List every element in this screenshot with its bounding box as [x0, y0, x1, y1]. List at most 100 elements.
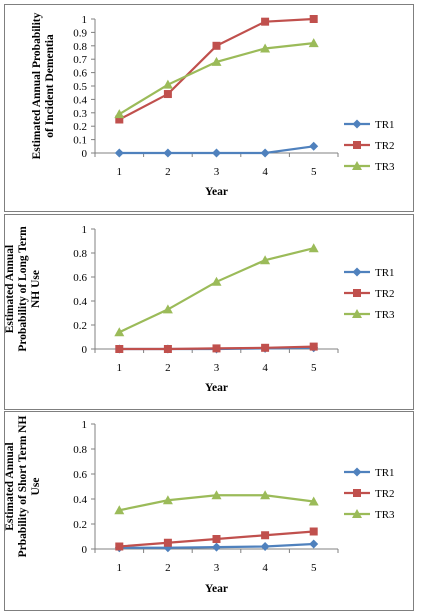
- data-point: [211, 56, 222, 66]
- series-tr2: [115, 527, 318, 551]
- chart-panel-dementia: 0 0.1 0.2 0.3 0.4 0.5 0.6 0.7 0.8 0.9 1 1 2 3 4 5 Year Es…: [4, 4, 414, 212]
- x-tick-label: 1: [117, 166, 123, 178]
- legend-label: TR1: [375, 119, 395, 131]
- data-point: [211, 276, 222, 286]
- y-axis-title: Estimated Annual Probabilityof Incident …: [31, 12, 56, 159]
- data-point: [114, 109, 125, 119]
- x-tick-label: 3: [214, 166, 220, 178]
- legend-label: TR1: [375, 267, 395, 279]
- data-point: [309, 141, 319, 151]
- legend-marker: [353, 489, 361, 497]
- y-tick-label: 0.6: [73, 469, 87, 481]
- legend-label: TR2: [375, 488, 395, 500]
- x-axis-title: Year: [205, 186, 228, 198]
- data-point: [309, 539, 319, 549]
- legend-label: TR3: [375, 509, 395, 521]
- x-tick-label: 4: [262, 362, 268, 374]
- legend-marker: [353, 141, 361, 149]
- legend: TR1 TR2 TR3: [344, 119, 395, 173]
- x-tick-label: 4: [262, 166, 268, 178]
- x-tick-label: 5: [311, 362, 317, 374]
- data-point: [212, 542, 221, 552]
- y-tick-label: 0.2: [73, 121, 87, 133]
- data-point: [309, 527, 318, 536]
- series-tr3: [114, 243, 319, 337]
- y-tick-label: 0.4: [73, 94, 87, 106]
- data-point: [260, 490, 271, 500]
- data-point: [115, 345, 124, 353]
- data-point: [308, 243, 319, 253]
- legend: TR1 TR2 TR3: [344, 467, 395, 521]
- x-tick-label: 3: [214, 562, 220, 574]
- data-point: [309, 15, 318, 23]
- data-point: [163, 345, 172, 353]
- data-point: [162, 304, 173, 314]
- x-axis-title: Year: [205, 382, 228, 394]
- data-point: [212, 535, 221, 543]
- legend-marker: [353, 289, 361, 297]
- legend-marker: [352, 467, 362, 477]
- data-point: [260, 542, 270, 551]
- y-tick-label: 1: [82, 224, 88, 236]
- x-tick-label: 1: [117, 562, 123, 574]
- data-point: [261, 531, 270, 540]
- y-tick-label: 0.7: [73, 54, 87, 66]
- data-point: [114, 148, 124, 158]
- legend-marker: [352, 309, 362, 318]
- y-tick-label: 1: [82, 419, 88, 431]
- chart-panel-short-term-nh: 0 0.2 0.4 0.6 0.8 1 1 2 3 4 5 Year Estimated AnnualP…: [4, 411, 414, 611]
- y-tick-label: 0: [82, 544, 88, 556]
- x-tick-label: 2: [165, 166, 171, 178]
- y-tick-label: 0.5: [73, 81, 87, 93]
- data-point: [163, 90, 172, 99]
- y-axis-title: Estimated AnnualProbability of Long Term…: [5, 226, 42, 352]
- series-tr3: [114, 490, 319, 515]
- data-point: [308, 496, 319, 506]
- x-tick-label: 1: [117, 362, 123, 374]
- y-tick-label: 0.3: [73, 108, 87, 120]
- legend-label: TR1: [375, 467, 395, 479]
- legend-label: TR2: [375, 288, 395, 300]
- data-point: [114, 505, 125, 515]
- data-point: [309, 342, 318, 351]
- y-tick-label: 0.4: [73, 494, 87, 506]
- chart-panel-long-term-nh: 0 0.2 0.4 0.6 0.8 1 1 2 3 4 5 Year Estimated AnnualP…: [4, 214, 414, 410]
- legend-label: TR2: [375, 140, 395, 152]
- data-point: [162, 79, 173, 89]
- data-point: [308, 38, 319, 48]
- y-tick-label: 0.6: [73, 272, 87, 284]
- chart-dementia: 00.10.20.30.40.50.60.70.80.911 2 3 4 5YearEs…: [31, 12, 395, 198]
- x-tick-label: 2: [165, 362, 171, 374]
- legend-label: TR3: [375, 309, 395, 321]
- x-tick-label: 5: [311, 562, 317, 574]
- data-point: [211, 490, 222, 500]
- x-tick-label: 5: [311, 166, 317, 178]
- data-point: [261, 17, 270, 26]
- legend: TR1 TR2 TR3: [344, 267, 395, 321]
- y-tick-label: 0.8: [73, 41, 87, 53]
- series-line: [118, 247, 314, 334]
- legend-marker: [352, 509, 362, 518]
- x-tick-label: 4: [262, 562, 268, 574]
- y-tick-label: 0.1: [73, 135, 87, 147]
- data-point: [212, 148, 221, 158]
- series-tr3: [114, 38, 319, 119]
- y-tick-label: 1: [82, 14, 88, 26]
- y-tick-label: 0.6: [73, 68, 87, 80]
- y-tick-label: 0: [82, 344, 88, 356]
- legend-label: TR3: [375, 161, 395, 173]
- data-point: [260, 148, 270, 158]
- data-point: [212, 41, 221, 50]
- data-point: [115, 115, 124, 124]
- data-point: [260, 43, 271, 53]
- legend-marker: [352, 119, 362, 129]
- y-tick-label: 0.8: [73, 248, 87, 260]
- data-point: [212, 344, 221, 353]
- x-tick-label: 2: [165, 562, 171, 574]
- x-tick-label: 3: [214, 362, 220, 374]
- series-tr2: [115, 15, 318, 124]
- data-point: [115, 542, 124, 551]
- data-point: [162, 495, 173, 505]
- chart-long-term-nh: 0 0.2 0.4 0.6 0.8 1 1 2 3 4 5 Year Estimated AnnualP…: [5, 224, 395, 394]
- y-tick-label: 0.2: [73, 519, 87, 531]
